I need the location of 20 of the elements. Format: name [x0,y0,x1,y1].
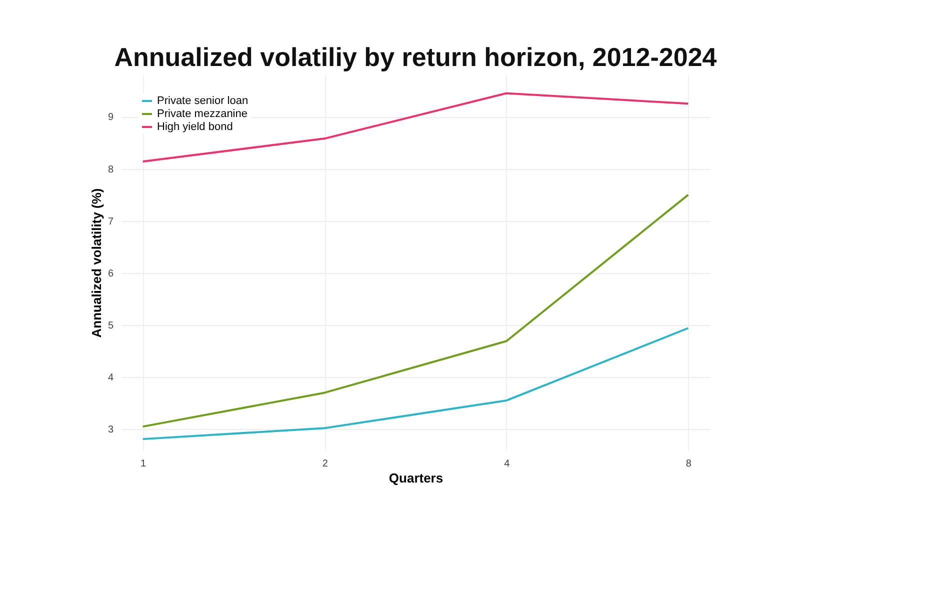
y-tick-label: 8 [108,164,114,176]
y-tick-label: 3 [108,424,114,436]
y-tick-label: 7 [108,216,114,228]
y-tick-label: 4 [108,372,114,384]
y-tick-label: 9 [108,112,114,124]
x-tick-label: 1 [140,458,147,470]
y-axis-title: Annualized volatility (%) [88,188,104,338]
x-axis-title: Quarters [388,470,444,486]
legend-label: High yield bond [157,121,233,133]
x-tick-label: 8 [686,458,692,470]
legend-label: Private mezzanine [157,108,248,120]
x-tick-label: 2 [322,458,328,470]
y-tick-label: 6 [108,268,114,280]
line-series [142,92,690,162]
x-tick-label: 4 [504,458,510,470]
chart-title: Annualized volatiliy by return horizon, 2012-2024 [114,42,718,72]
line-series [142,194,690,428]
y-tick-label: 5 [108,320,114,332]
legend-label: Private senior loan [157,95,248,107]
line-series [142,327,690,440]
